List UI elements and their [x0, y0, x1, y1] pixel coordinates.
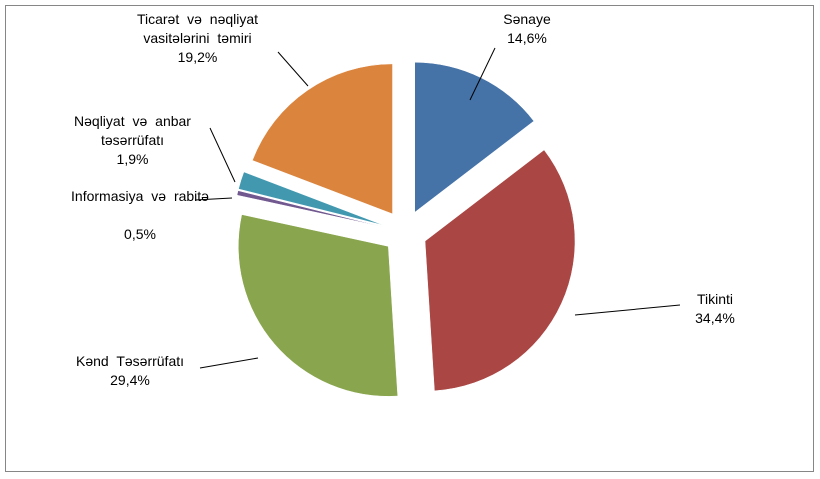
slice-label: Sənaye	[503, 11, 551, 27]
slice-label: Nəqliyat və anbar təsərrüfatı	[74, 113, 191, 148]
pie-slice	[252, 63, 393, 215]
leader-line	[194, 197, 233, 201]
slice-label: Kənd Təsərrüfatı	[75, 353, 185, 369]
leader-line	[209, 127, 236, 183]
slice-value-label: 1,9%	[116, 151, 149, 167]
slice-value-label: 34,4%	[695, 310, 735, 326]
leader-line	[199, 357, 259, 369]
slice-value-label: 14,6%	[507, 30, 547, 46]
slice-value-label: 0,5%	[124, 226, 156, 242]
slice-value-label: 29,4%	[110, 372, 150, 388]
slice-label: Ticarət və nəqliyat vasitələrini təmiri	[136, 11, 259, 46]
leader-line	[469, 47, 496, 101]
pie-slice	[424, 149, 576, 392]
leader-line	[277, 51, 309, 87]
pie-slice	[236, 190, 384, 228]
pie-slice	[238, 214, 399, 397]
pie-slice	[238, 171, 385, 226]
slice-label: Tikinti	[696, 291, 734, 307]
leader-line	[574, 304, 681, 316]
slice-label: Informasiya və rabitə	[71, 188, 209, 204]
slice-value-label: 19,2%	[177, 49, 218, 65]
chart-border	[5, 5, 814, 472]
